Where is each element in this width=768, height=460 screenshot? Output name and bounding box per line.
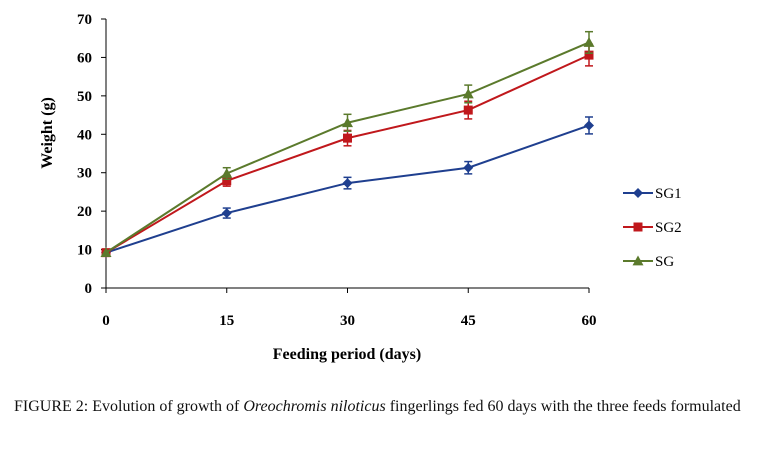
legend-label: SG xyxy=(655,254,674,270)
data-point xyxy=(221,208,232,219)
series-line xyxy=(105,54,590,254)
caption-suffix: fingerlings fed 60 days with the three f… xyxy=(385,398,741,415)
chart-axes xyxy=(105,19,589,289)
legend-marker xyxy=(633,222,643,232)
data-point xyxy=(343,133,352,143)
legend-marker xyxy=(633,188,643,198)
data-point xyxy=(584,120,594,131)
series-layer xyxy=(100,30,595,258)
x-tick-label: 15 xyxy=(219,313,234,329)
data-point xyxy=(584,50,594,60)
y-tick-label: 70 xyxy=(77,12,92,28)
y-tick-label: 40 xyxy=(77,127,92,143)
x-axis-title: Feeding period (days) xyxy=(273,346,421,363)
data-point xyxy=(463,162,474,173)
data-point xyxy=(342,117,353,128)
y-tick-label: 50 xyxy=(77,89,92,105)
x-tick-label: 45 xyxy=(461,313,476,329)
y-tick-label: 20 xyxy=(77,204,92,220)
data-point xyxy=(462,88,474,99)
y-axis-title: Weight (g) xyxy=(39,97,56,169)
legend-item-sg2: SG2 xyxy=(623,220,682,236)
axis-ticks: 0 10 20 30 40 50 60 70 0 15 30 45 60 xyxy=(77,12,597,329)
x-tick-label: 30 xyxy=(340,313,355,329)
growth-line-chart: 0 10 20 30 40 50 60 70 0 15 30 45 60 Weight (g) Feed… xyxy=(39,12,682,363)
y-tick-label: 60 xyxy=(77,50,92,66)
x-tick-label: 60 xyxy=(582,313,597,329)
legend-label: SG2 xyxy=(655,220,682,236)
figure-caption: FIGURE 2: Evolution of growth of Oreochr… xyxy=(14,392,760,422)
data-point xyxy=(100,247,112,258)
series-line xyxy=(105,41,590,254)
data-point xyxy=(463,105,473,115)
data-point xyxy=(222,176,232,186)
legend-marker xyxy=(632,255,644,266)
y-tick-label: 30 xyxy=(77,166,92,182)
y-tick-label: 10 xyxy=(77,243,92,259)
legend-label: SG1 xyxy=(655,186,682,202)
y-tick-label: 0 xyxy=(85,281,93,297)
legend: SG1 SG2 SG xyxy=(623,186,682,270)
data-point xyxy=(221,167,233,178)
data-point xyxy=(342,178,353,189)
series-sg xyxy=(100,30,595,258)
data-point xyxy=(583,36,595,47)
caption-prefix: FIGURE 2: Evolution of growth of xyxy=(14,398,244,415)
legend-item-sg: SG xyxy=(623,254,674,270)
x-tick-label: 0 xyxy=(102,313,110,329)
legend-item-sg1: SG1 xyxy=(623,186,682,202)
caption-species: Oreochromis niloticus xyxy=(243,398,386,415)
